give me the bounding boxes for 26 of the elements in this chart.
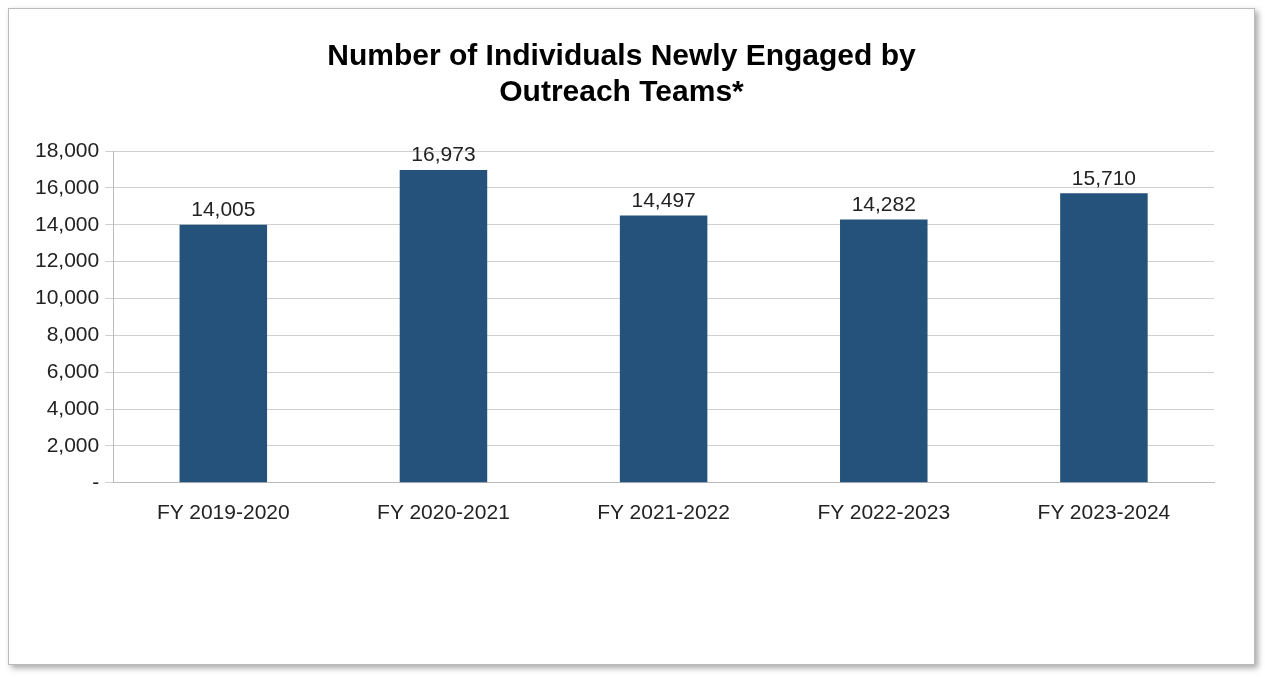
bar: [619, 215, 708, 483]
y-tick-label: 14,000: [35, 211, 100, 235]
bar: [1060, 193, 1148, 483]
y-tick-label: 18,000: [35, 137, 100, 161]
chart-title: Number of Individuals Newly Engaged by Outreach Teams*: [327, 38, 917, 108]
data-label: 14,282: [851, 191, 916, 215]
bar: [399, 169, 488, 483]
y-tick-label: 8,000: [46, 322, 100, 346]
x-tick-label: FY 2022-2023: [817, 500, 951, 524]
y-tick-label: 4,000: [46, 395, 100, 419]
data-label: 15,710: [1071, 165, 1137, 189]
y-tick-label: 16,000: [35, 174, 100, 198]
x-tick-label: FY 2021-2022: [597, 500, 730, 524]
data-label: 14,005: [191, 196, 256, 220]
y-tick-label: 10,000: [35, 285, 100, 309]
y-tick-label: -: [92, 469, 100, 493]
bar: [840, 219, 928, 483]
y-tick-label: 2,000: [46, 432, 100, 456]
data-label: 14,497: [631, 187, 696, 211]
x-tick-label: FY 2020-2021: [377, 500, 510, 524]
x-tick-label: FY 2019-2020: [156, 500, 290, 524]
y-tick-label: 6,000: [46, 359, 100, 382]
bar: [179, 224, 268, 483]
x-tick-label: FY 2023-2024: [1037, 500, 1171, 524]
y-tick-label: 12,000: [35, 248, 100, 272]
data-label: 16,973: [411, 142, 476, 166]
